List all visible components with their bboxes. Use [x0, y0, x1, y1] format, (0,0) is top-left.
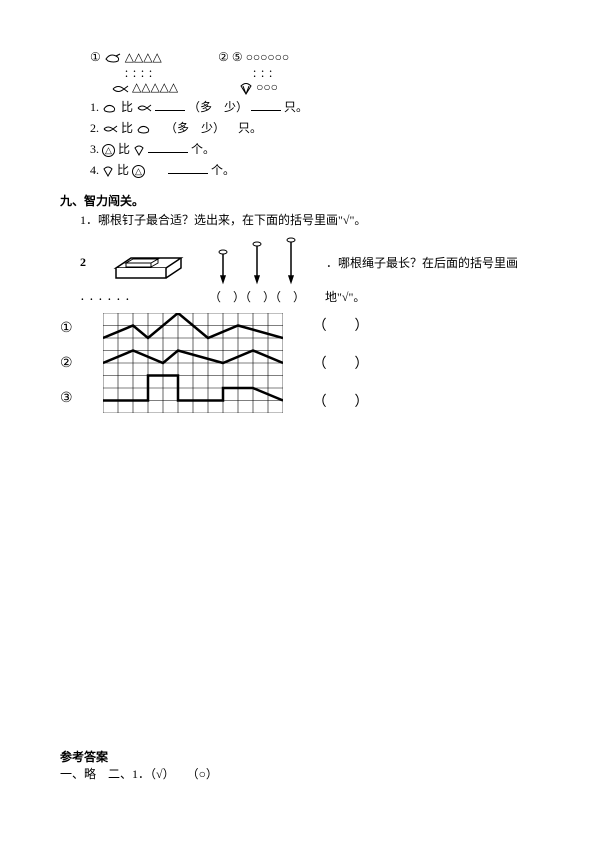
nails-diagram: 2 ．哪根绳子最长？在后面的括号里画	[80, 236, 535, 288]
diagram-1-label: ①	[90, 50, 101, 64]
rope-grid-block: ① ② ③	[60, 313, 535, 413]
l3-unit: 个。	[191, 142, 215, 156]
l4-unit: 个。	[211, 163, 235, 177]
l1-mid: 比	[121, 100, 136, 114]
paren-2: （ ）	[313, 353, 369, 373]
answers-text: 一、略 二、1．（√） （○）	[60, 765, 218, 782]
bird-icon	[104, 51, 122, 65]
answers-title: 参考答案	[60, 748, 218, 765]
answers-section: 参考答案 一、略 二、1．（√） （○）	[60, 748, 218, 782]
diagram-1: ① △△△△ ：：：： △△△△△	[90, 50, 178, 96]
diagram-2-label: ②	[218, 50, 229, 64]
label-3: ③	[60, 390, 73, 407]
wood-block-icon	[106, 243, 196, 288]
l4-mid: 比	[117, 163, 132, 177]
parachute-icon	[102, 165, 114, 177]
nail-icon	[284, 236, 298, 288]
fish-icon	[102, 123, 118, 135]
q2-num: 2	[80, 255, 86, 270]
blank	[155, 98, 185, 111]
l1-choice: （多 少）	[188, 100, 248, 114]
dots-row: ．．．．．．	[80, 288, 139, 305]
nail-icon	[250, 240, 264, 288]
paren-1: （ ）	[313, 315, 369, 335]
q2-cont: 地"√"。	[325, 288, 365, 305]
map-dots-1: ：：：：	[124, 65, 178, 80]
triangles-r1: △△△△	[125, 50, 162, 64]
l3-mid: 比	[118, 142, 133, 156]
rope-grid	[103, 313, 283, 413]
label-1: ①	[60, 320, 73, 337]
parachute-icon	[133, 144, 145, 156]
parens-row: （ ）（ ）（ ）	[209, 288, 305, 305]
nail-icon	[216, 248, 230, 288]
l1-prefix: 1.	[90, 100, 102, 114]
fish-icon	[111, 82, 129, 96]
circled-5: ⑤	[232, 50, 243, 64]
map-dots-2: ：：：	[252, 65, 289, 80]
q2-text: ．哪根绳子最长？在后面的括号里画	[326, 254, 518, 271]
diagram-2: ② ⑤ ○○○○○○ ：：： ○○○	[218, 50, 289, 96]
circled-sym: △	[102, 144, 115, 157]
l2-prefix: 2.	[90, 121, 102, 135]
circles-r1: ○○○○○○	[246, 50, 290, 64]
circled-sym: △	[132, 165, 145, 178]
line-3: 3. △ 比 个。	[90, 140, 535, 159]
circles-r2: ○○○	[256, 80, 278, 94]
blank	[251, 98, 281, 111]
section-9-title: 九、智力闯关。	[60, 192, 535, 209]
line-4: 4. 比 △ 个。	[90, 161, 535, 180]
triangles-r2: △△△△△	[132, 80, 178, 94]
line-2: 2. 比 （多 少） 只。	[90, 119, 535, 138]
l2-mid: 比	[121, 121, 136, 135]
line-1: 1. 比 （多 少） 只。	[90, 98, 535, 117]
q1-text: 1．哪根钉子最合适？选出来，在下面的括号里画"√"。	[80, 211, 535, 230]
label-2: ②	[60, 355, 73, 372]
bird-icon	[136, 123, 152, 135]
paren-3: （ ）	[313, 391, 369, 411]
l2-unit: 只。	[238, 121, 262, 135]
l4-prefix: 4.	[90, 163, 102, 177]
bird-icon	[102, 102, 118, 114]
parachute-icon	[239, 81, 253, 95]
comparison-diagrams: ① △△△△ ：：：： △△△△△ ② ⑤ ○○○○○○ ：：： ○○○	[90, 50, 535, 96]
fish-icon	[136, 102, 152, 114]
l3-prefix: 3.	[90, 142, 102, 156]
l2-choice: （多 少）	[165, 121, 225, 135]
blank	[168, 161, 208, 174]
blank	[148, 140, 188, 153]
l1-unit: 只。	[284, 100, 308, 114]
